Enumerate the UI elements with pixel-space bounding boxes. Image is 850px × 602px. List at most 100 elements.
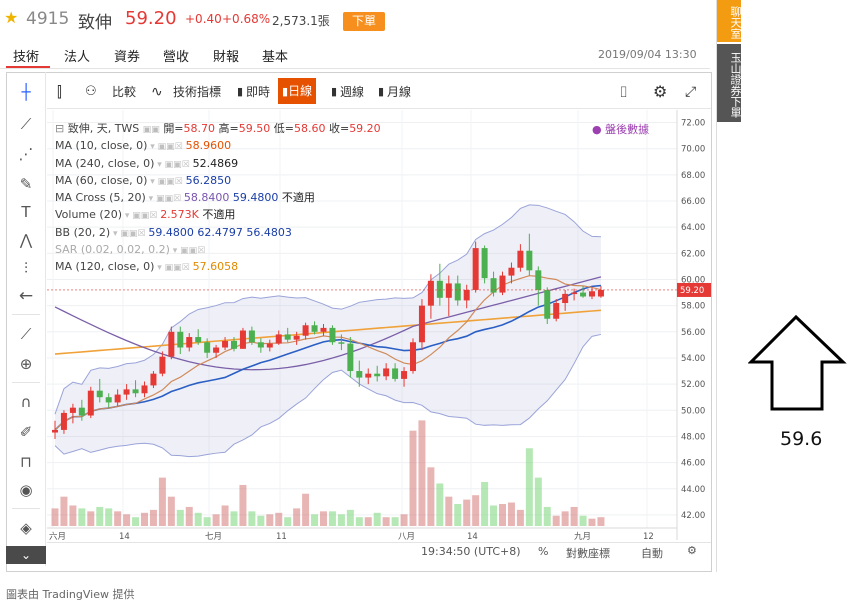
volume-bar [481, 482, 489, 526]
candle-body [293, 335, 300, 340]
volume-bar [552, 515, 560, 526]
indicators-icon[interactable]: ∿ [151, 84, 163, 100]
volume-bar [355, 517, 363, 526]
auto-scale-toggle[interactable]: 自動 [641, 547, 663, 560]
volume-bar [266, 514, 274, 526]
chatroom-button[interactable]: 聊天室 [717, 0, 742, 42]
chart-type-icon[interactable]: ⫿ [57, 83, 62, 101]
prediction-tool-icon[interactable]: ⫶ [24, 259, 28, 277]
legend-row-settings-icon[interactable]: ▾ ▣▣☒ [147, 142, 186, 153]
drawing-toolbar: ┼ ⟋ ⋰ ✎ T ⋀ ⫶ ← ⟋ ⊕ ∩ ✐ ⊓ ◉ ◈ ⌄ [6, 72, 46, 566]
quote-header: ★ 4915 致伸 59.20 +0.40 +0.68% 2,573.1張 下單 [0, 0, 720, 40]
candle-body [302, 325, 309, 336]
candle-body [383, 368, 390, 377]
candle-body [159, 356, 166, 374]
volume-bar [391, 517, 399, 526]
price-axis[interactable]: 72.00 70.00 68.00 66.00 64.00 62.00 60.00 58.00… [47, 110, 711, 540]
candle-body [186, 337, 193, 348]
eye-icon[interactable]: ◉ [19, 481, 33, 499]
legend-row-settings-icon[interactable]: ▾ ▣▣☒ [154, 263, 193, 274]
legend-row-settings-icon[interactable]: ▾ ▣▣☒ [154, 159, 193, 170]
volume-bar [114, 511, 122, 526]
candle-body [580, 292, 587, 297]
trend-line-icon[interactable]: ⟋ [20, 115, 32, 133]
back-arrow-icon[interactable]: ← [18, 286, 34, 306]
fib-tool-icon[interactable]: ⋰ [18, 145, 34, 163]
tab-margin[interactable]: 資券 [114, 50, 141, 65]
indicators-button[interactable]: 技術指標 [173, 85, 222, 99]
legend-row: MA (240, close, 0) ▾ ▣▣☒ 52.4869 [55, 156, 615, 173]
tab-institutional[interactable]: 法人 [64, 50, 91, 65]
candle-body [472, 248, 479, 290]
price-tick-label: 58.00 [681, 302, 705, 312]
text-tool-icon[interactable]: T [21, 203, 31, 221]
tab-technical[interactable]: 技術 [13, 50, 40, 65]
after-hours-label: 盤後數據 [605, 123, 650, 136]
volume-bar [149, 509, 157, 526]
legend-row-settings-icon[interactable]: ▾ ▣▣☒ [147, 176, 186, 187]
legend-row-settings-icon[interactable]: ▾ ▣▣☒ [110, 228, 149, 239]
percent-toggle[interactable]: % [538, 545, 549, 558]
interval-monthly[interactable]: 月線 [387, 85, 412, 99]
volume-bar [141, 512, 148, 526]
legend-row-label: MA (120, close, 0) [55, 260, 155, 274]
layers-icon[interactable]: ◈ [20, 519, 32, 537]
time-axis[interactable]: 六月 14 七月 11 八月 14 九月 12 [47, 527, 677, 542]
legend-row-value: 59.4800 [148, 225, 198, 239]
legend-row-settings-icon[interactable]: ▾ ▣▣☒ [169, 246, 206, 257]
volume-bar [445, 496, 453, 526]
settings-icon[interactable]: ⚙ [653, 82, 668, 101]
tab-financials[interactable]: 財報 [213, 50, 240, 65]
broker-order-button[interactable]: 玉山證券下單 [717, 44, 742, 122]
candle-body [517, 250, 524, 268]
legend-settings-icon[interactable]: ▣▣ [142, 125, 160, 135]
lock-drawing-icon[interactable]: ✐ [19, 423, 33, 441]
clock-time: 19:34:50 (UTC+8) [421, 545, 521, 558]
tab-revenue[interactable]: 營收 [163, 50, 190, 65]
log-scale-toggle[interactable]: 對數座標 [566, 547, 610, 560]
legend-row-settings-icon[interactable]: ▾ ▣▣☒ [145, 194, 184, 205]
realtime-icon[interactable]: ▮ [237, 85, 244, 98]
order-button[interactable]: 下單 [343, 12, 385, 31]
zoom-in-icon[interactable]: ⊕ [19, 355, 33, 373]
candle-body [177, 331, 184, 348]
volume-bar [275, 512, 283, 526]
fullscreen-icon[interactable]: ⤢ [685, 84, 697, 100]
after-hours-badge[interactable]: ● 盤後數據 [592, 121, 649, 137]
interval-daily[interactable]: ▮日線 [278, 78, 317, 104]
interval-weekly[interactable]: 週線 [340, 85, 365, 99]
compare-icon[interactable]: ⚇ [85, 84, 97, 99]
price-chart[interactable]: 72.00 70.00 68.00 66.00 64.00 62.00 60.00 58.00… [47, 110, 711, 570]
candle-body [481, 248, 488, 279]
trade-volume: 2,573.1張 [272, 14, 330, 28]
legend-collapse-icon[interactable]: ⊟ [55, 122, 65, 135]
legend-row-settings-icon[interactable]: ▾ ▣▣☒ [122, 211, 161, 222]
candle-body [392, 368, 399, 379]
candle-body [571, 292, 578, 295]
volume-bar [248, 511, 256, 526]
time-tick-label: 九月 [574, 532, 591, 542]
axis-settings-icon[interactable]: ⚙ [687, 544, 697, 557]
brush-icon[interactable]: ✎ [19, 175, 33, 193]
compare-button[interactable]: 比較 [112, 85, 137, 99]
monthly-icon[interactable]: ▮ [378, 85, 385, 98]
volume-bar [60, 496, 68, 526]
magnet-icon[interactable]: ∩ [20, 393, 32, 411]
pattern-tool-icon[interactable]: ⋀ [19, 231, 33, 249]
time-tick-label: 12 [643, 532, 654, 542]
ruler-icon[interactable]: ⟋ [20, 325, 32, 343]
lock-icon[interactable]: ⊓ [20, 453, 32, 471]
volume-bar [87, 511, 95, 526]
candle-body [204, 342, 211, 353]
tab-basic[interactable]: 基本 [262, 50, 289, 65]
camera-icon[interactable]: ⌷ [619, 83, 629, 101]
volume-bar [96, 506, 104, 526]
weekly-icon[interactable]: ▮ [331, 85, 338, 98]
interval-realtime[interactable]: 即時 [246, 85, 271, 99]
favorite-star-icon[interactable]: ★ [4, 8, 19, 27]
last-price-tag-label: 59.20 [680, 286, 704, 296]
price-tick-label: 70.00 [681, 145, 705, 155]
candle-body [338, 342, 345, 344]
crosshair-icon[interactable]: ┼ [21, 83, 31, 101]
collapse-toolbar-icon[interactable]: ⌄ [6, 546, 46, 564]
